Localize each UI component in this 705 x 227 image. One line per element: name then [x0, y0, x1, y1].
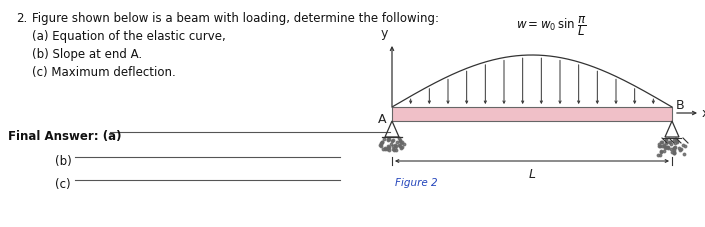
Text: Figure shown below is a beam with loading, determine the following:: Figure shown below is a beam with loadin…	[32, 12, 439, 25]
Text: (a) Equation of the elastic curve,: (a) Equation of the elastic curve,	[32, 30, 226, 43]
Text: $w = w_0\,\sin\,\dfrac{\pi}{L}$: $w = w_0\,\sin\,\dfrac{\pi}{L}$	[517, 14, 587, 38]
Text: (c): (c)	[55, 177, 70, 190]
Polygon shape	[392, 108, 672, 121]
Text: x: x	[702, 107, 705, 120]
Text: L: L	[529, 167, 536, 180]
Text: Final Answer: (a): Final Answer: (a)	[8, 129, 121, 142]
Text: (b): (b)	[55, 154, 72, 167]
Text: B: B	[676, 99, 685, 112]
Text: A: A	[377, 113, 386, 126]
Text: Figure 2: Figure 2	[395, 177, 438, 187]
Text: y: y	[381, 27, 388, 40]
Text: (b) Slope at end A.: (b) Slope at end A.	[32, 48, 142, 61]
Text: 2.: 2.	[16, 12, 27, 25]
Text: (c) Maximum deflection.: (c) Maximum deflection.	[32, 66, 176, 79]
